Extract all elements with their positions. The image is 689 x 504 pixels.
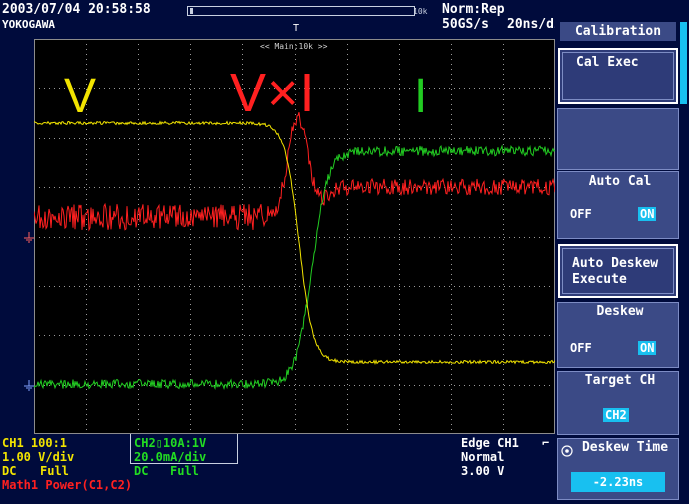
deskew-time-input[interactable]: -2.23ns [571,472,665,492]
status-bar: 2003/07/04 20:58:58 YOKOGAWA 10k T Norm:… [0,0,570,38]
calibration-menu: Calibration Cal Exec Auto Cal OFF ON Aut… [555,0,689,504]
ch1-vdiv-label[interactable]: 1.00 V/div [2,450,75,464]
waveform-traces [34,112,555,390]
menu-title: Calibration [560,22,676,41]
math1-label[interactable]: Math1 Power(C1,C2) [2,478,133,492]
waveform-display[interactable]: << Main:10k >> V V×I I [34,39,555,434]
ch2-info-frame [130,434,238,464]
trace-i [34,144,555,390]
datetime-label: 2003/07/04 20:58:58 [2,2,151,17]
deskew-label: Deskew [596,304,644,319]
brand-label: YOKOGAWA [2,18,55,31]
display-window-indicator [190,8,193,14]
menu-scrollbar[interactable] [680,22,687,104]
zoom-label: << Main:10k >> [260,42,328,51]
target-ch-value[interactable]: CH2 [603,408,629,422]
deskew-on-option[interactable]: ON [638,341,657,355]
cal-exec-button[interactable]: Cal Exec [558,48,678,104]
target-ch-select[interactable]: Target CH CH2 [557,371,679,435]
deskew-off-option[interactable]: OFF [570,341,592,355]
trigger-slope-icon: ⌐ [542,436,550,450]
ch2-bandwidth-label: Full [170,464,199,478]
trace-v [34,120,555,366]
ch2-ground-marker-icon [24,380,34,395]
auto-cal-off-option[interactable]: OFF [570,207,592,221]
trigger-position-icon: T [293,23,300,34]
ch1-probe-label[interactable]: CH1 100:1 [2,436,68,450]
menu-slot-empty [557,108,679,170]
annotation-v: V [64,70,97,123]
time-div-label: 20ns/div [507,17,570,32]
record-memory-bar [187,6,415,16]
trace-vxi [34,112,555,232]
ch1-bandwidth-label: Full [40,464,69,478]
ch1-coupling-label: DC [2,464,17,478]
annotation-vxi: V×I [230,63,316,123]
deskew-toggle[interactable]: Deskew OFF ON [557,302,679,368]
trigger-level-label[interactable]: 3.00 V [461,464,505,478]
auto-cal-label: Auto Cal [588,174,652,189]
deskew-time-label: Deskew Time [581,440,669,455]
auto-deskew-line1: Auto Deskew [572,256,659,271]
ch1-ground-marker-icon [24,232,34,247]
sample-rate-label: 50GS/s [442,17,489,32]
trigger-mode-label: Normal [461,450,505,464]
ch2-adiv-label[interactable]: 20.0mA/div [134,450,207,464]
channel-info-bar: CH1 100:1 1.00 V/div DC Full CH2▯10A:1V … [0,434,555,504]
ch2-probe-label[interactable]: CH2▯10A:1V [134,436,207,450]
acquisition-mode-label: Norm:Rep [442,2,505,17]
annotation-i: I [414,70,428,123]
auto-cal-toggle[interactable]: Auto Cal OFF ON [557,171,679,239]
auto-deskew-execute-button[interactable]: Auto Deskew Execute [558,244,678,298]
jog-knob-icon [561,442,573,461]
target-ch-label: Target CH [584,373,656,388]
auto-deskew-line2: Execute [572,272,627,287]
ch2-coupling-label: DC [134,464,149,478]
trigger-source-label[interactable]: Edge CH1 [461,436,519,450]
record-length-label: 10k [413,7,428,16]
auto-cal-on-option[interactable]: ON [638,207,657,221]
